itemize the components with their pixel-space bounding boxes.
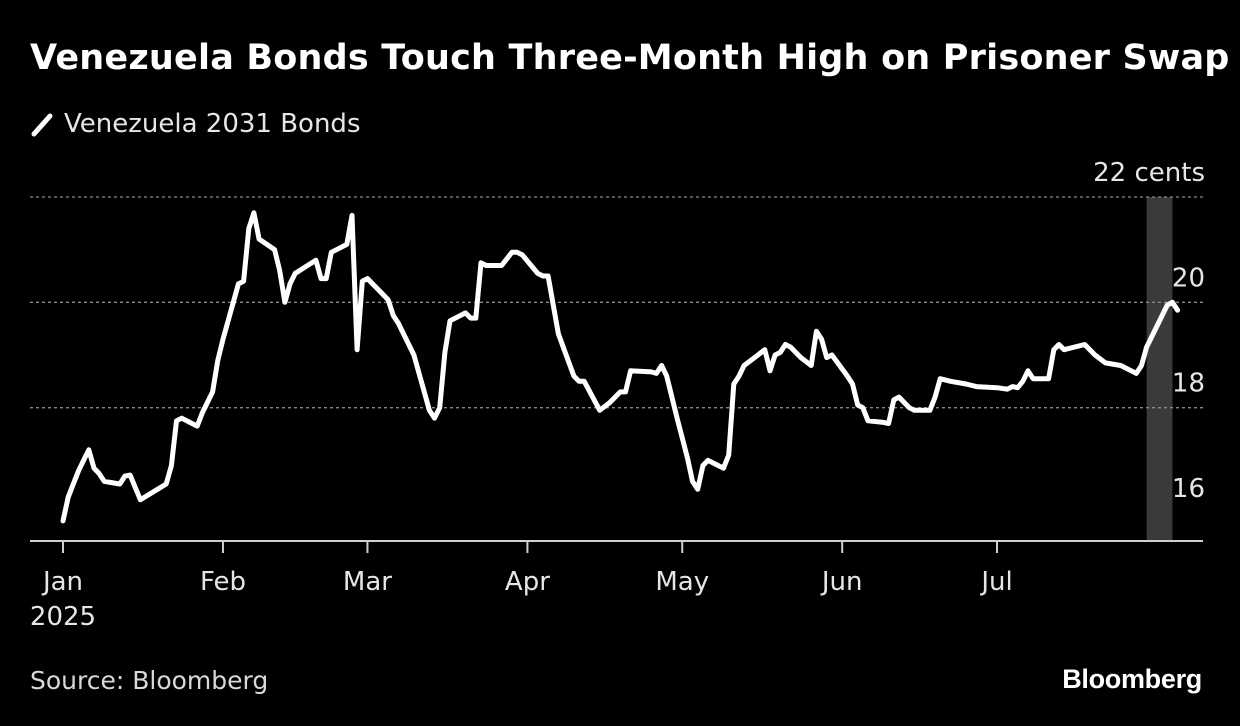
- x-tick-label-mar: Mar: [343, 567, 392, 597]
- x-tick-label-may: May: [655, 567, 709, 597]
- x-tick-label-feb: Feb: [200, 567, 246, 597]
- y-tick-label-20: 20: [1172, 263, 1205, 293]
- series-layer: [60, 210, 1181, 524]
- y-tick-label-16: 16: [1172, 474, 1205, 504]
- y-tick-label-22: 22 cents: [1093, 158, 1205, 188]
- bloomberg-logo: Bloomberg: [1062, 664, 1202, 694]
- legend: Venezuela 2031 Bonds: [30, 106, 361, 142]
- y-tick-label-18: 18: [1172, 369, 1205, 399]
- highlight-band-layer: [1146, 197, 1173, 541]
- axis-layer: 16 18 20 22 cents Jan 2025 Feb Mar Apr May Jun Jul: [30, 158, 1205, 632]
- x-tick-sublabel-year: 2025: [30, 602, 96, 632]
- series-line-venezuela-2031-bonds: [60, 210, 1181, 524]
- x-tick-label-jan: Jan: [41, 567, 83, 597]
- x-tick-label-jul: Jul: [979, 567, 1012, 597]
- chart-title: Venezuela Bonds Touch Three-Month High o…: [30, 38, 1230, 78]
- legend-line-swatch: [31, 113, 53, 137]
- source-note: Source: Bloomberg: [30, 666, 269, 695]
- highlight-band: [1146, 197, 1173, 541]
- legend-label: Venezuela 2031 Bonds: [64, 109, 361, 139]
- x-tick-label-apr: Apr: [505, 567, 550, 597]
- x-tick-label-jun: Jun: [820, 567, 863, 597]
